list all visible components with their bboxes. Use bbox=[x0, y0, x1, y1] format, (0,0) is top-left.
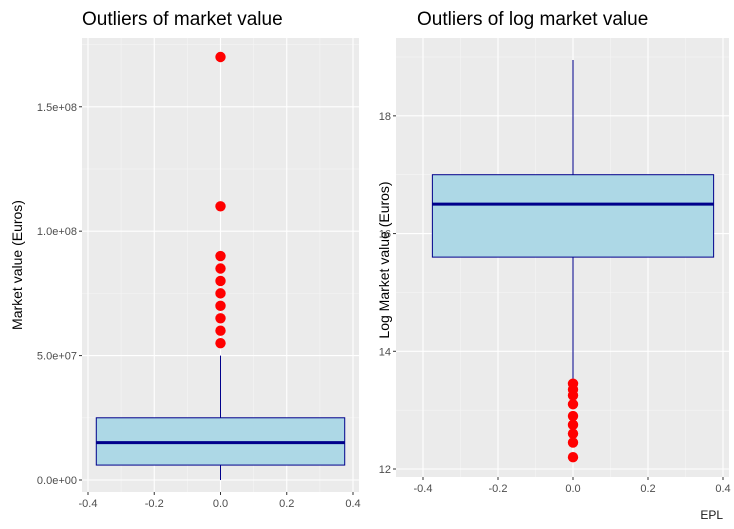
chart-2-y-tick-label: 16 bbox=[379, 229, 391, 241]
chart-1-outliers bbox=[215, 51, 226, 349]
chart-2-x-tick-label: -0.4 bbox=[414, 483, 433, 495]
chart-1-x-tick-label: -0.4 bbox=[79, 498, 98, 510]
chart-2-x-tick-label: 0.2 bbox=[640, 483, 655, 495]
chart-1-y-tick-label: 0.0e+00 bbox=[37, 475, 77, 487]
chart-2-outlier-point bbox=[567, 419, 579, 431]
chart-1-outlier-point bbox=[215, 288, 226, 299]
chart-2-outlier-point bbox=[567, 378, 579, 389]
chart-2-outlier-point bbox=[567, 437, 579, 448]
chart-2-outlier-point bbox=[567, 428, 579, 439]
chart-2-x-tick-label: -0.2 bbox=[489, 483, 508, 495]
chart-1-outlier-point bbox=[215, 313, 226, 324]
chart-1-y-tick-label: 1.5e+08 bbox=[37, 102, 77, 114]
chart-1-x-tick-label: 0.0 bbox=[213, 498, 228, 510]
chart-2-x-tick-label: 0.4 bbox=[715, 483, 730, 495]
chart-1-axes: 0.0e+00 5.0e+07 1.0e+08 1.5e+08 -0.4 -0.2 0.0 0… bbox=[37, 102, 361, 510]
chart-2-outlier-point bbox=[567, 410, 579, 422]
chart-2-boxplot bbox=[431, 59, 715, 381]
chart-1-outlier-point bbox=[215, 51, 226, 63]
chart-1-outlier-point bbox=[215, 325, 226, 336]
chart-2-y-tick-label: 18 bbox=[379, 111, 391, 123]
chart-1-outlier-point bbox=[215, 337, 226, 349]
chart-2-caption: EPL bbox=[700, 508, 723, 522]
chart-1-outlier-point bbox=[215, 201, 226, 212]
chart-1-y-tick-label: 1.0e+08 bbox=[37, 226, 77, 238]
chart-1-x-tick-label: 0.4 bbox=[345, 498, 360, 510]
chart-2-y-tick-label: 14 bbox=[379, 346, 391, 358]
chart-1-title: Outliers of market value bbox=[82, 9, 283, 30]
chart-2-title: Outliers of log market value bbox=[417, 9, 648, 30]
chart-1-x-tick-label: 0.2 bbox=[279, 498, 294, 510]
chart-2-axes: 12 14 16 18 -0.4 -0.2 0.0 0.2 0.4 bbox=[379, 111, 731, 495]
chart-1-boxplot bbox=[95, 355, 346, 480]
chart-2-ylabel: Log Market value (Euros) bbox=[376, 181, 392, 338]
chart-1-outlier-point bbox=[215, 275, 226, 287]
chart-2-outlier-point bbox=[567, 399, 579, 410]
chart-1-x-tick-label: -0.2 bbox=[145, 498, 164, 510]
chart-2-box bbox=[431, 174, 715, 258]
chart-1-y-tick-label: 5.0e+07 bbox=[37, 351, 77, 363]
chart-2-x-tick-label: 0.0 bbox=[565, 483, 580, 495]
chart-1-outlier-point bbox=[215, 250, 226, 262]
chart-1-ylabel: Market value (Euros) bbox=[9, 200, 25, 330]
chart-2-outliers bbox=[567, 378, 579, 463]
chart-2-outlier-point bbox=[567, 452, 579, 463]
chart-2-y-tick-label: 12 bbox=[379, 464, 391, 476]
chart-1-outlier-point bbox=[215, 263, 226, 274]
chart-1-outlier-point bbox=[215, 300, 226, 312]
